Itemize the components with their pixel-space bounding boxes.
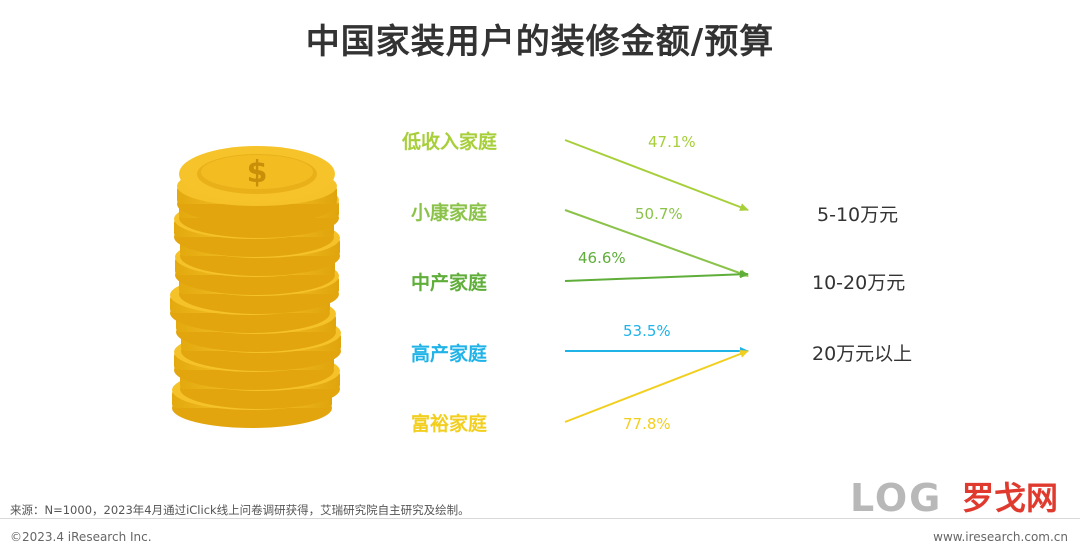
logo-letters: LOG bbox=[850, 476, 943, 520]
logo-brand: 罗戈网 bbox=[962, 479, 1059, 517]
footer-divider bbox=[0, 518, 1080, 519]
group-label-xiaokang: 小康家庭 bbox=[411, 202, 488, 224]
copyright: ©2023.4 iResearch Inc. bbox=[10, 530, 152, 544]
arrow-middle bbox=[564, 270, 749, 282]
percent-high: 53.5% bbox=[623, 322, 671, 340]
dollar-sign-icon: $ bbox=[247, 155, 268, 190]
page-title: 中国家装用户的装修金额/预算 bbox=[305, 22, 775, 62]
arrow-xiaokang bbox=[564, 209, 749, 278]
budget-20-plus: 20万元以上 bbox=[812, 343, 913, 365]
group-label-middle: 中产家庭 bbox=[411, 272, 488, 294]
budget-5-10: 5-10万元 bbox=[817, 204, 899, 226]
budget-10-20: 10-20万元 bbox=[812, 272, 906, 294]
group-label-wealthy: 富裕家庭 bbox=[411, 413, 488, 435]
logo: LOG 罗戈网 bbox=[850, 478, 1075, 518]
coin-stack-icon: $ bbox=[170, 146, 341, 428]
percent-xiaokang: 50.7% bbox=[635, 205, 683, 223]
website-link[interactable]: www.iresearch.com.cn bbox=[933, 530, 1068, 544]
source-note: 来源：N=1000，2023年4月通过iClick线上问卷调研获得，艾瑞研究院自… bbox=[10, 503, 470, 517]
arrow-low-income bbox=[564, 139, 749, 211]
arrow-wealthy bbox=[564, 350, 749, 423]
percent-wealthy: 77.8% bbox=[623, 415, 671, 433]
percent-middle: 46.6% bbox=[578, 249, 626, 267]
group-label-high: 高产家庭 bbox=[411, 343, 488, 365]
percent-low-income: 47.1% bbox=[648, 133, 696, 151]
group-label-low-income: 低收入家庭 bbox=[402, 131, 498, 153]
